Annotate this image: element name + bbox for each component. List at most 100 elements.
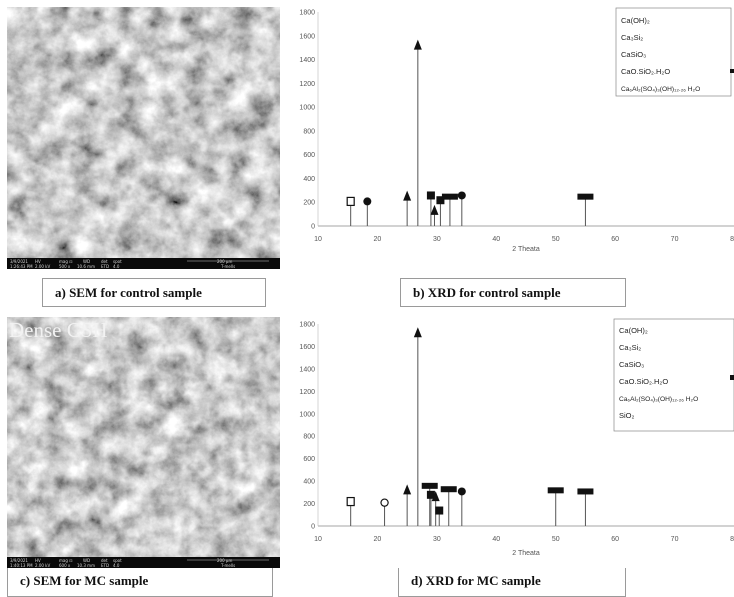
y-tick-label: 1400 [299,57,315,64]
databar-hv: 2.00 kV [35,264,50,269]
xrd-chart-control-svg: 0 200 400 600 800 1000 1200 1400 1600 1800 10 20 30 4… [299,7,734,253]
databar-wd: 10.3 mm [77,563,95,568]
marker-filled-square [426,490,435,499]
legend-item-casio3: CaSiO₃ [619,360,644,369]
y-tick-label: 0 [311,524,315,531]
y-tick-label: 1600 [299,33,315,40]
y-tick-label: 1800 [299,322,315,329]
legend-square-marker [730,375,734,380]
marker-filled-bar [547,487,564,494]
databar-scale: 200 µm [217,558,232,563]
dense-csh-label: Dense CSH [9,318,108,342]
databar-mag: 500 x [59,264,71,269]
y-tick-label: 1000 [299,411,315,418]
databar-spot-label: spot [113,558,122,563]
marker-open-square [346,496,355,507]
x-tick-label: 50 [552,236,560,243]
y-tick-label: 1600 [299,344,315,351]
databar-hv-label: HV [35,558,41,563]
databar-mag-label: mag ⊡ [59,259,73,264]
x-tick-label: 30 [433,236,441,243]
y-tick-label: 1400 [299,366,315,373]
marker-filled-square [436,196,445,205]
sem-image-mc: 3/9/2021 HV mag ⊡ WD det spot 200 µm 1:4… [7,317,280,568]
legend-item-cso-h2o: CaO.SiO₂.H₂O [621,67,670,76]
x-tick-label: 40 [492,536,500,543]
databar-hv: 2.00 kV [35,563,50,568]
y-tick-label: 800 [303,128,315,135]
marker-filled-triangle [430,204,439,215]
databar-wd-label: WD [83,259,90,264]
databar-det: ETD [101,264,109,269]
y-tick-label: 0 [311,224,315,231]
marker-filled-triangle [413,327,422,338]
marker-open-circle [380,498,389,507]
legend-item-caoh2: Ca(OH)₂ [619,326,648,335]
y-tick-label: 600 [303,152,315,159]
marker-filled-square [435,506,444,515]
y-tick-label: 800 [303,434,315,441]
marker-filled-bar [577,488,594,495]
databar-date: 3/9/2021 [10,259,28,264]
x-tick-label: 70 [671,536,679,543]
y-tick-label: 1200 [299,81,315,88]
caption-a: a) SEM for control sample [42,278,266,307]
caption-c: c) SEM for MC sample [7,568,273,597]
legend-item-ettringite: Ca₆Al₂(SO₄)₃(OH)₁₂.₂₆ H₂O [619,396,698,403]
databar-det: ETD [101,563,109,568]
x-axis-title: 2 Theata [512,246,540,253]
x-tick-label: 10 [314,236,322,243]
x-tick-label: 60 [611,236,619,243]
x-tick-label: 80 [730,536,734,543]
marker-filled-triangle [413,39,422,50]
x-tick-label: 60 [611,536,619,543]
marker-open-square [346,196,355,207]
marker-filled-triangle [431,491,440,502]
x-tick-label: 20 [374,236,382,243]
sem-databar: 3/9/2021 HV mag ⊡ WD det spot 200 µm 1:2… [10,259,269,269]
y-tick-label: 1000 [299,105,315,112]
caption-b: b) XRD for control sample [400,278,626,307]
databar-time: 1:40:13 PM [10,563,33,568]
databar-det-label: det [101,558,108,563]
xrd-chart-mc-svg: 0 200 400 600 800 1000 1200 1400 1600 1800 10 20 30 4… [299,318,734,557]
legend-item-caoh2: Ca(OH)₂ [621,16,650,25]
databar-hv-label: HV [35,259,41,264]
databar-spot-label: spot [113,259,122,264]
x-tick-label: 70 [671,236,679,243]
y-tick-label: 1800 [299,10,315,17]
databar-wd-label: WD [83,558,90,563]
x-tick-label: 20 [374,536,382,543]
legend-item-sio2: SiO₂ [619,411,635,420]
databar-time: 1:26:43 PM [10,264,33,269]
legend-item-casio3: CaSiO₃ [621,50,646,59]
x-tick-label: 40 [492,236,500,243]
x-tick-label: 80 [730,236,734,243]
databar-org: T-mells [220,563,235,568]
databar-date: 3/9/2021 [10,558,28,563]
databar-mag-label: mag ⊡ [59,558,73,563]
marker-filled-triangle [403,484,412,495]
xrd-chart-mc: 0 200 400 600 800 1000 1200 1400 1600 1800 10 20 30 4… [287,316,734,568]
xrd-chart-control: 0 200 400 600 800 1000 1200 1400 1600 1800 10 20 30 4… [287,4,734,269]
legend-item-ca3si2: Ca₃Si₂ [621,33,643,42]
legend-item-ettringite: Ca₆Al₂(SO₄)₃(OH)₁₂.₂₆ H₂O [621,86,700,93]
databar-wd: 10.6 mm [77,264,95,269]
x-tick-label: 30 [433,536,441,543]
x-tick-label: 10 [314,536,322,543]
y-tick-label: 200 [303,200,315,207]
databar-scale: 200 µm [217,259,232,264]
sem-databar: 3/9/2021 HV mag ⊡ WD det spot 200 µm 1:4… [10,558,269,568]
marker-filled-circle [457,487,466,496]
caption-d: d) XRD for MC sample [398,568,626,597]
y-tick-label: 400 [303,176,315,183]
databar-org: T-mells [220,264,235,269]
sem-image-control: 3/9/2021 HV mag ⊡ WD det spot 200 µm 1:2… [7,7,280,269]
marker-filled-triangle [403,190,412,201]
legend: Ca(OH)₂ Ca₃Si₂ CaSiO₃ CaO.SiO₂.H₂O Ca₆Al… [613,318,734,432]
databar-spot: 4.0 [113,563,120,568]
x-axis-title: 2 Theata [512,550,540,557]
legend-square-marker [730,69,734,73]
marker-filled-circle [363,197,372,206]
y-tick-label: 600 [303,456,315,463]
